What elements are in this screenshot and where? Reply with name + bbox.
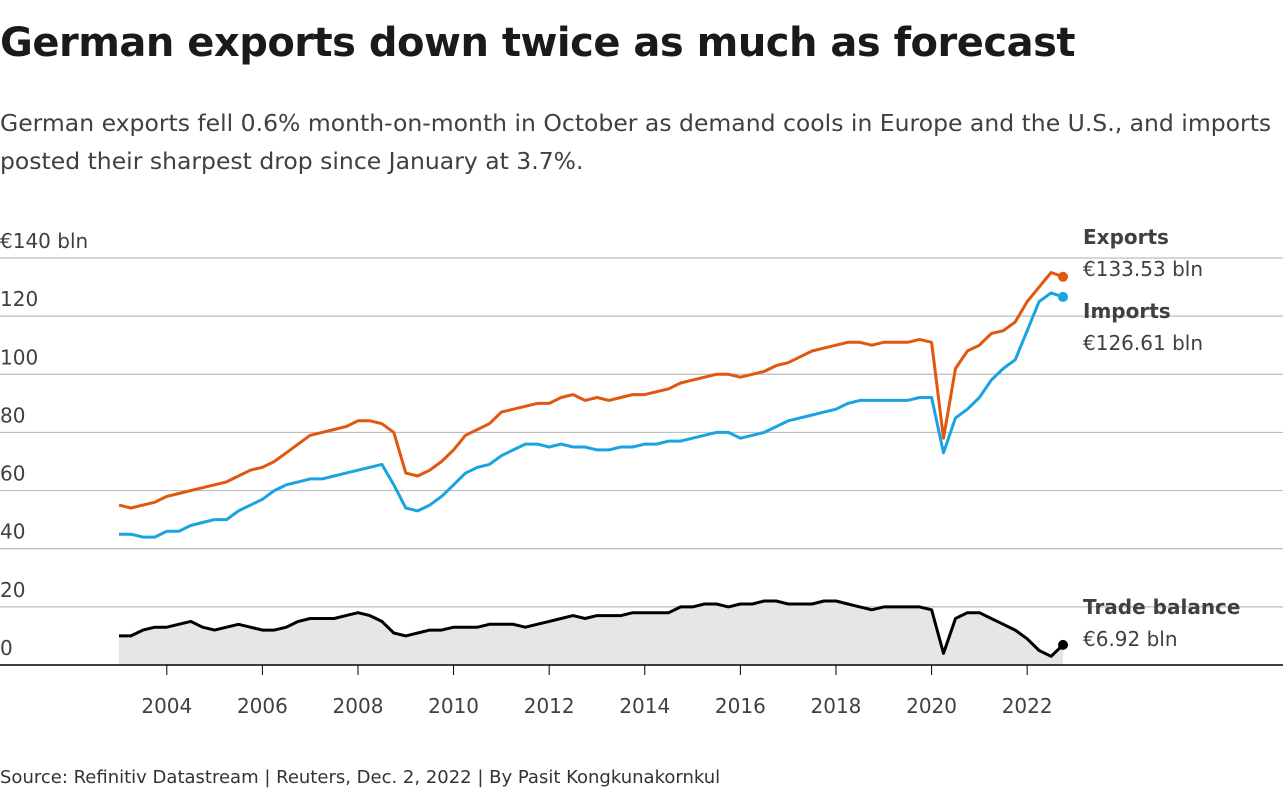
area	[119, 601, 1063, 665]
y-tick-label: 80	[0, 403, 25, 427]
y-tick-label: 0	[0, 636, 13, 660]
chart-title: German exports down twice as much as for…	[0, 20, 1076, 66]
source: Source: Refinitiv Datastream | Reuters, …	[0, 767, 721, 788]
x-tick-label: 2014	[619, 694, 670, 718]
series-label: Trade balance	[1083, 595, 1240, 619]
x-tick-label: 2012	[524, 694, 575, 718]
line	[119, 291, 1064, 539]
line	[118, 271, 1064, 510]
y-tick-label: 120	[0, 287, 38, 311]
series-label: Imports	[1083, 299, 1171, 323]
y-tick-label: 20	[0, 578, 25, 602]
value-label: €126.61 bln	[1083, 331, 1203, 355]
x-tick-label: 2010	[428, 694, 479, 718]
series-label: Exports	[1083, 225, 1169, 249]
chart: 0 20 40 60 80 100 120 €140 bln Exports €133.53 bl…	[0, 225, 1283, 718]
x-tick-label: 2006	[237, 694, 288, 718]
x-tick-label: 2016	[715, 694, 766, 718]
end-dot	[1058, 291, 1068, 302]
end-dot	[1058, 639, 1068, 650]
x-tick-label: 2004	[141, 694, 192, 718]
x-tick-label: 2008	[333, 694, 384, 718]
value-label: €133.53 bln	[1083, 257, 1203, 281]
end-dot	[1058, 271, 1068, 282]
line	[119, 599, 1065, 658]
y-tick-label: 40	[0, 520, 25, 544]
y-tick-label: 100	[0, 345, 38, 369]
y-tick-label: 60	[0, 462, 25, 486]
y-tick-label: €140 bln	[0, 229, 88, 253]
x-tick-label: 2020	[906, 694, 957, 718]
value-label: €6.92 bln	[1083, 627, 1178, 651]
x-tick-label: 2022	[1002, 694, 1053, 718]
x-tick-label: 2018	[811, 694, 862, 718]
chart-subtitle: German exports fell 0.6% month-on-month …	[0, 109, 1272, 175]
